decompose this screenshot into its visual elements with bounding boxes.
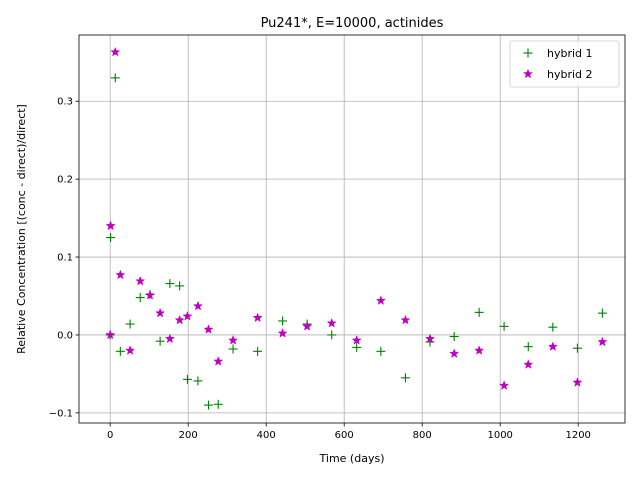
hybrid-1-point [228,344,238,354]
hybrid-2-point [572,377,583,387]
plot-frame [78,34,626,424]
series-2 [105,46,608,390]
hybrid-2-point [174,314,185,325]
hybrid-2-point [192,300,203,311]
hybrid-1-point [548,322,558,332]
hybrid-1-point [203,400,213,410]
x-tick-label: 800 [413,430,432,441]
hybrid-1-point [155,336,165,346]
legend-marker [522,68,534,79]
hybrid-1-point [193,376,203,386]
hybrid-1-point [352,342,362,352]
hybrid-2-point [213,356,224,366]
x-tick-label: 200 [179,430,198,441]
hybrid-1-point [327,330,337,340]
hybrid-2-point [597,336,608,347]
hybrid-2-point [125,345,136,355]
hybrid-2-point [110,46,121,57]
hybrid-1-point [474,307,484,317]
x-tick-label: 0 [107,430,113,441]
hybrid-2-point [351,335,362,345]
legend-label: hybrid 2 [547,68,593,81]
hybrid-1-point [135,293,145,303]
hybrid-2-point [182,310,193,321]
hybrid-1-point [106,233,116,243]
legend-label: hybrid 1 [547,47,593,60]
y-tick-label: −0.1 [49,408,73,419]
hybrid-2-point [400,314,411,325]
hybrid-1-point [572,343,582,353]
hybrid-1-point [253,346,263,356]
x-tick-label: 600 [335,430,354,441]
hybrid-2-point [424,333,436,344]
legend: hybrid 1 hybrid 2 [509,40,620,88]
x-tick-label: 1200 [565,430,590,441]
hybrid-2-point [164,333,175,344]
hybrid-2-point [105,220,116,231]
hybrid-2-point [203,324,214,334]
hybrid-1-point [175,281,185,291]
hybrid-1-point [278,316,288,326]
y-tick-label: 0.1 [57,253,73,264]
hybrid-1-point [213,399,223,409]
hybrid-2-point [499,380,510,390]
hybrid-1-point [115,346,125,356]
hybrid-2-point [228,335,239,345]
y-axis-title: Relative Concentration [(conc - direct)/… [15,104,28,354]
hybrid-1-point [400,373,410,383]
y-tick-label: 0.2 [57,175,73,186]
hybrid-2-point [449,348,460,358]
hybrid-2-point [105,329,116,340]
hybrid-1-point [449,332,459,342]
hybrid-2-point [326,317,337,328]
hybrid-2-point [155,307,166,318]
hybrid-2-point [115,269,126,280]
hybrid-1-point [125,319,135,329]
hybrid-1-point [110,73,120,83]
hybrid-1-point [376,346,386,356]
hybrid-1-point [182,374,192,384]
hybrid-2-point [252,312,263,323]
hybrid-2-point [375,295,386,305]
y-tick-label: 0.3 [57,97,73,108]
hybrid-1-point [597,308,607,318]
hybrid-2-point [474,345,485,355]
x-axis-title: Time (days) [319,452,385,465]
x-tick-label: 400 [257,430,276,441]
hybrid-1-point [523,342,533,352]
legend-box [509,40,620,88]
hybrid-2-point [523,359,534,369]
hybrid-2-point [135,275,146,286]
chart-title: Pu241*, E=10000, actinides [261,16,444,31]
hybrid-2-point [547,341,558,351]
hybrid-2-point [277,328,288,338]
hybrid-2-point [144,289,156,300]
data-marks [105,46,608,410]
x-tick-label: 1000 [487,430,512,441]
y-tick-label: 0.0 [57,330,73,341]
hybrid-2-point [302,321,313,331]
legend-marker [523,48,533,58]
axis-ticks: 0 200 400 600 800 1000 1200 −0.1 0.0 0.1 0.2 0.3 [49,97,591,441]
hybrid-1-point [499,321,509,331]
hybrid-1-point [165,279,175,289]
